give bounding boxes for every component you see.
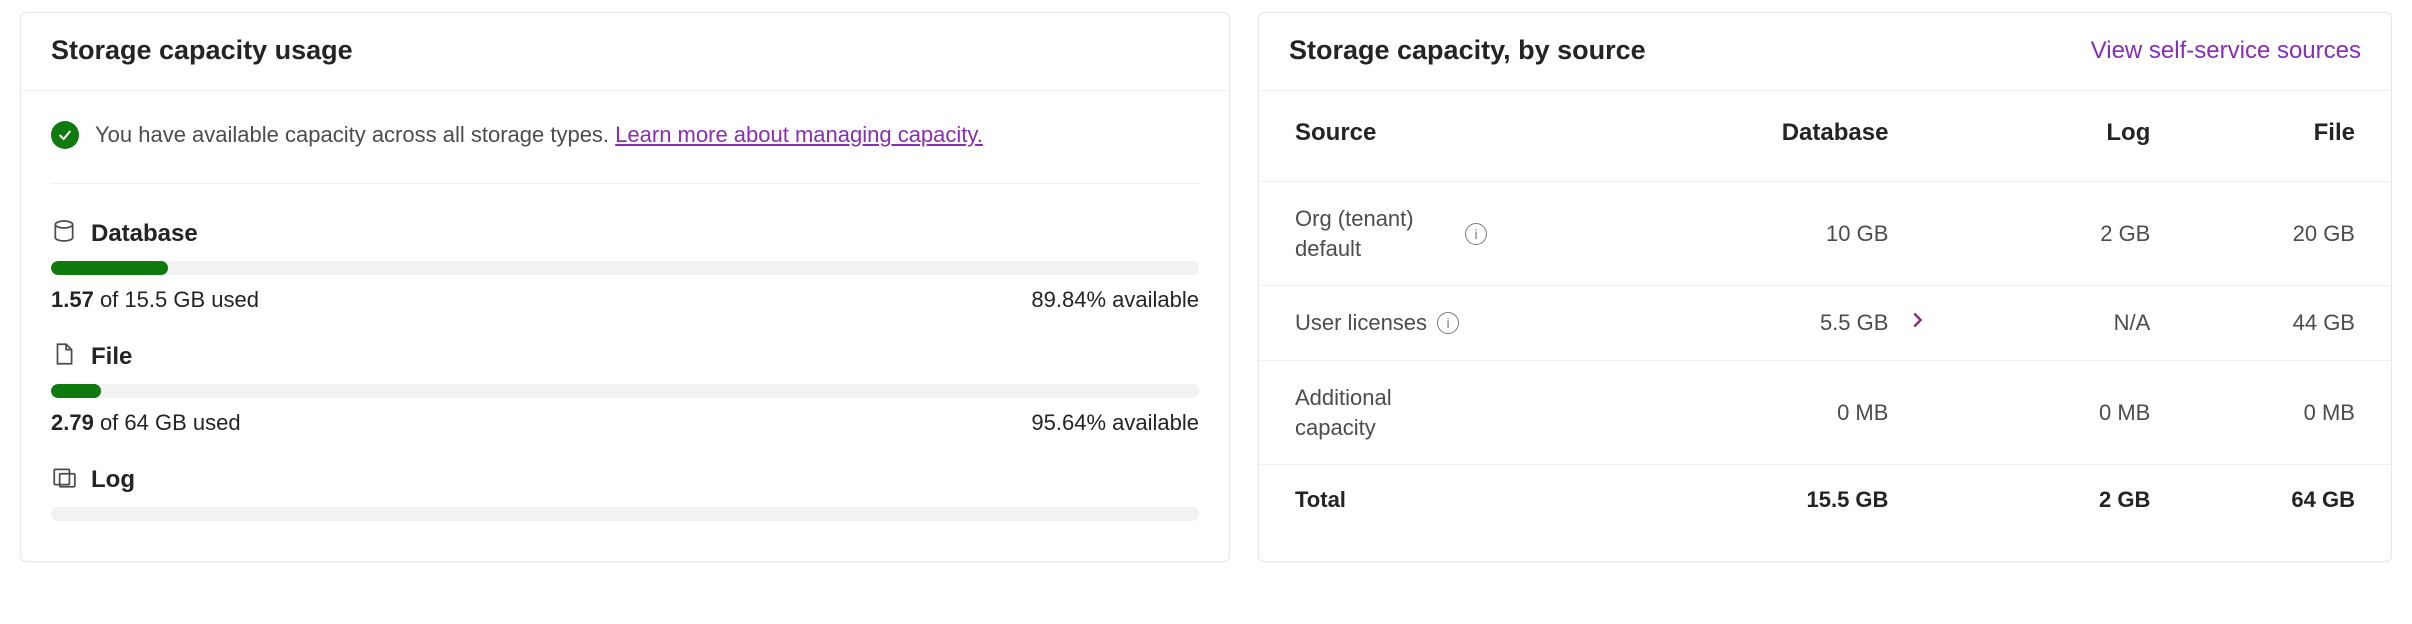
success-check-icon	[51, 121, 79, 149]
usage-item-footer: 1.57 of 15.5 GB used 89.84% available	[51, 287, 1199, 313]
storage-usage-card-header: Storage capacity usage	[21, 13, 1229, 91]
cell-log: N/A	[1946, 310, 2151, 336]
info-icon[interactable]: i	[1437, 312, 1459, 334]
table-header-row: Source Database Log File	[1259, 91, 2391, 182]
storage-usage-title: Storage capacity usage	[51, 35, 353, 66]
total-log: 2 GB	[1946, 487, 2151, 513]
cell-source: Org (tenant) default i	[1295, 204, 1684, 263]
table-row: User licenses i 5.5 GB N/A44 GB	[1259, 286, 2391, 361]
total-file: 64 GB	[2150, 487, 2355, 513]
col-header-database: Database	[1684, 119, 1889, 147]
usage-item-header: Database	[51, 218, 1199, 249]
chevron-right-icon[interactable]	[1906, 309, 1928, 331]
usage-available-text: 89.84% available	[1031, 287, 1199, 313]
col-header-source: Source	[1295, 119, 1684, 147]
usage-used-text: 1.57 of 15.5 GB used	[51, 287, 259, 313]
storage-usage-card: Storage capacity usage You have availabl…	[20, 12, 1230, 562]
usage-item-header: File	[51, 341, 1199, 372]
total-database: 15.5 GB	[1684, 487, 1889, 513]
cell-source: User licenses i	[1295, 308, 1684, 338]
cell-expand	[1888, 309, 1945, 337]
log-icon	[51, 464, 77, 495]
usage-item-header: Log	[51, 464, 1199, 495]
usage-item-log: Log	[51, 464, 1199, 533]
table-total-row: Total 15.5 GB 2 GB 64 GB	[1259, 465, 2391, 535]
cell-log: 0 MB	[1946, 400, 2151, 426]
progress-track	[51, 384, 1199, 398]
progress-fill	[51, 384, 101, 398]
usage-available-text: 95.64% available	[1031, 410, 1199, 436]
usage-item-file: File 2.79 of 64 GB used 95.64% available	[51, 341, 1199, 436]
cell-file: 20 GB	[2150, 221, 2355, 247]
status-message: You have available capacity across all s…	[95, 122, 615, 147]
progress-track	[51, 261, 1199, 275]
usage-item-footer: 2.79 of 64 GB used 95.64% available	[51, 410, 1199, 436]
database-icon	[51, 218, 77, 249]
table-row: Additional capacity0 MB0 MB0 MB	[1259, 361, 2391, 465]
capacity-by-source-table: Source Database Log File Org (tenant) de…	[1259, 91, 2391, 535]
progress-fill	[51, 261, 168, 275]
table-row: Org (tenant) default i 10 GB 2 GB20 GB	[1259, 182, 2391, 286]
view-self-service-link[interactable]: View self-service sources	[2091, 37, 2361, 65]
total-label: Total	[1295, 487, 1684, 513]
usage-item-name: Log	[91, 466, 135, 494]
col-header-log: Log	[1946, 119, 2151, 147]
learn-more-link[interactable]: Learn more about managing capacity.	[615, 122, 983, 147]
usage-item-name: Database	[91, 220, 198, 248]
usage-used-text: 2.79 of 64 GB used	[51, 410, 241, 436]
status-row: You have available capacity across all s…	[51, 121, 1199, 184]
usage-list: Database 1.57 of 15.5 GB used 89.84% avail…	[51, 218, 1199, 533]
cell-file: 44 GB	[2150, 310, 2355, 336]
source-label: Org (tenant) default	[1295, 204, 1455, 263]
cell-database: 10 GB	[1684, 221, 1889, 247]
cell-database: 5.5 GB	[1684, 310, 1889, 336]
storage-by-source-header: Storage capacity, by source View self-se…	[1259, 13, 2391, 91]
cell-database: 0 MB	[1684, 400, 1889, 426]
file-icon	[51, 341, 77, 372]
cell-file: 0 MB	[2150, 400, 2355, 426]
source-label: User licenses	[1295, 308, 1427, 338]
usage-item-database: Database 1.57 of 15.5 GB used 89.84% avail…	[51, 218, 1199, 313]
storage-by-source-card: Storage capacity, by source View self-se…	[1258, 12, 2392, 562]
usage-item-name: File	[91, 343, 132, 371]
cell-source: Additional capacity	[1295, 383, 1684, 442]
info-icon[interactable]: i	[1465, 223, 1487, 245]
status-text: You have available capacity across all s…	[95, 122, 983, 148]
storage-by-source-title: Storage capacity, by source	[1289, 35, 1646, 66]
col-header-file: File	[2150, 119, 2355, 147]
source-label: Additional capacity	[1295, 383, 1455, 442]
cell-log: 2 GB	[1946, 221, 2151, 247]
progress-track	[51, 507, 1199, 521]
